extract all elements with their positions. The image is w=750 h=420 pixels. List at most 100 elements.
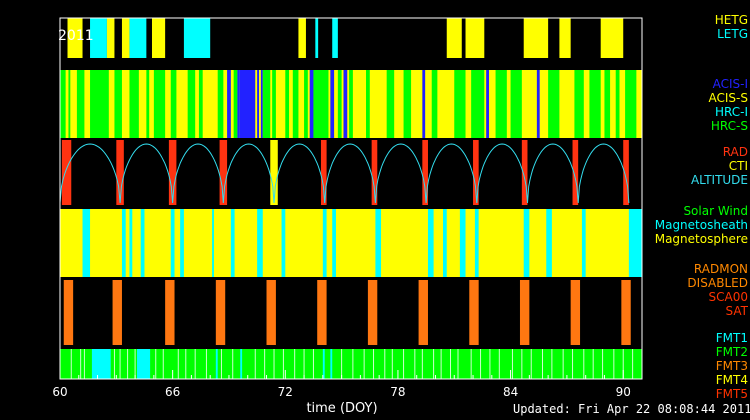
radmon-segment bbox=[215, 280, 226, 345]
environment-segment bbox=[82, 209, 91, 277]
panels bbox=[59, 17, 643, 380]
radiation-segment bbox=[61, 140, 72, 205]
legend-label-radmon: DISABLED bbox=[687, 276, 748, 290]
instrument-segment bbox=[60, 70, 66, 138]
instrument-segment bbox=[233, 70, 238, 138]
legend-label-instrument: HRC-I bbox=[715, 105, 748, 119]
radmon-segment bbox=[112, 280, 122, 345]
radiation-segment bbox=[116, 140, 124, 205]
instrument-segment bbox=[386, 70, 395, 138]
instrument-segment bbox=[239, 70, 256, 138]
grating-segment bbox=[90, 18, 107, 58]
instrument-segment bbox=[309, 70, 314, 138]
instrument-segment bbox=[495, 70, 507, 138]
x-axis: 60 66 72 78 84 90 bbox=[52, 370, 643, 399]
legend-label-grating: HETG bbox=[715, 13, 748, 27]
environment-segment bbox=[546, 209, 552, 277]
instrument-segment bbox=[366, 70, 370, 138]
radmon-segment bbox=[570, 280, 581, 345]
instrument-segment bbox=[187, 70, 196, 138]
environment-segment bbox=[212, 209, 214, 277]
environment-segment bbox=[427, 209, 434, 277]
panel-format bbox=[60, 349, 642, 379]
legend-label-instrument: ACIS-S bbox=[709, 91, 748, 105]
radiation-segment bbox=[270, 140, 278, 205]
updated-timestamp: Updated: Fri Apr 22 08:08:44 2011 bbox=[513, 402, 750, 416]
grating-segment bbox=[559, 18, 571, 58]
radiation-segment bbox=[623, 140, 629, 205]
grating-segment bbox=[121, 18, 130, 58]
legend-label-grating: LETG bbox=[717, 27, 748, 41]
instrument-segment bbox=[76, 70, 85, 138]
environment-segment bbox=[523, 209, 530, 277]
grating-segment bbox=[315, 18, 319, 58]
panel-radmon bbox=[60, 280, 642, 345]
environment-segment bbox=[375, 209, 382, 277]
legend-label-format: FMT1 bbox=[716, 331, 748, 345]
radmon-segment bbox=[367, 280, 378, 345]
environment-segment bbox=[628, 209, 642, 277]
radiation-segment bbox=[371, 140, 378, 205]
year-label: 2011 bbox=[58, 28, 94, 44]
grating-segment bbox=[332, 18, 338, 58]
legend-label-environment: Magnetosphere bbox=[655, 232, 748, 246]
environment-segment bbox=[140, 209, 145, 277]
x-tick-label: 66 bbox=[165, 385, 180, 399]
legend-label-format: FMT5 bbox=[716, 387, 748, 401]
instrument-segment bbox=[285, 70, 290, 138]
instrument-segment bbox=[170, 70, 177, 138]
radiation-segment bbox=[320, 140, 327, 205]
x-axis-title: time (DOY) bbox=[306, 401, 377, 416]
grating-segment bbox=[129, 18, 147, 58]
instrument-segment bbox=[454, 70, 466, 138]
format-segment bbox=[322, 349, 325, 379]
format-segment bbox=[136, 349, 151, 379]
radmon-segment bbox=[519, 280, 530, 345]
legend-label-instrument: ACIS-I bbox=[713, 77, 748, 91]
format-segment bbox=[240, 349, 243, 379]
plot-frame bbox=[59, 17, 643, 380]
instrument-segment bbox=[625, 70, 637, 138]
environment-segment bbox=[121, 209, 126, 277]
environment-segment bbox=[332, 209, 336, 277]
environment-segment bbox=[180, 209, 184, 277]
grating-segment bbox=[465, 18, 485, 58]
instrument-segment bbox=[313, 70, 329, 138]
radiation-segment bbox=[473, 140, 479, 205]
instrument-segment bbox=[337, 70, 342, 138]
radiation-segment bbox=[521, 140, 528, 205]
radmon-segment bbox=[621, 280, 631, 345]
instrument-segment bbox=[272, 70, 276, 138]
environment-segment bbox=[281, 209, 286, 277]
instrument-segment bbox=[422, 70, 426, 138]
x-tick-label: 84 bbox=[503, 385, 518, 399]
instrument-segment bbox=[153, 70, 166, 138]
instrument-segment bbox=[217, 70, 224, 138]
format-segment bbox=[91, 349, 111, 379]
instrument-segment bbox=[403, 70, 412, 138]
radmon-segment bbox=[165, 280, 175, 345]
instrument-segment bbox=[536, 70, 540, 138]
legend-label-radiation: CTI bbox=[729, 159, 748, 173]
instrument-segment bbox=[146, 70, 150, 138]
x-tick-label: 90 bbox=[616, 385, 631, 399]
environment-segment bbox=[474, 209, 479, 277]
legend-label-radiation: ALTITUDE bbox=[691, 173, 748, 187]
environment-segment bbox=[129, 209, 133, 277]
panel-grating bbox=[60, 18, 642, 58]
instrument-segment bbox=[486, 70, 489, 138]
environment-segment bbox=[442, 209, 447, 277]
format-panel-background bbox=[60, 349, 642, 379]
instrument-segment bbox=[304, 70, 308, 138]
environment-segment bbox=[257, 209, 263, 277]
grating-segment bbox=[151, 18, 166, 58]
radmon-segment bbox=[63, 280, 74, 345]
radiation-segment bbox=[168, 140, 177, 205]
instrument-segment bbox=[615, 70, 620, 138]
instrument-segment bbox=[604, 70, 611, 138]
instrument-segment bbox=[431, 70, 438, 138]
radmon-segment bbox=[317, 280, 327, 345]
environment-segment bbox=[581, 209, 586, 277]
grating-segment bbox=[67, 18, 83, 58]
